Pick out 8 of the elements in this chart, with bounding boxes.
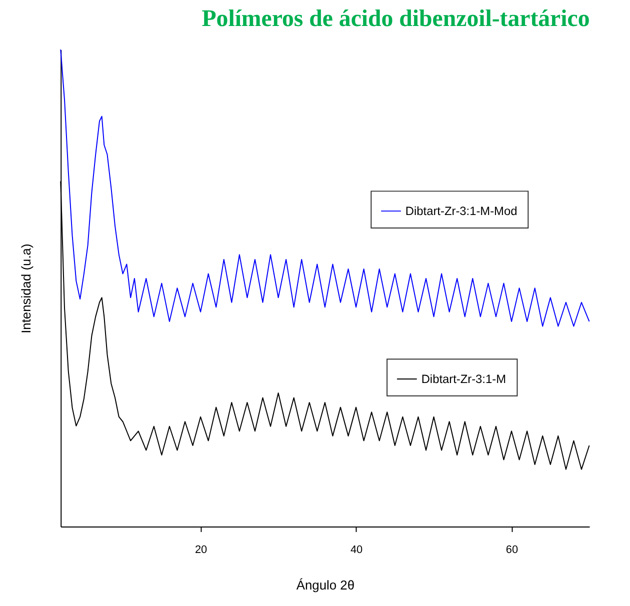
legend-label: Dibtart-Zr-3:1-M-Mod (405, 204, 518, 218)
x-axis-title: Ángulo 2θ (296, 578, 355, 593)
chart-title: Polímeros de ácido dibenzoil-tartárico (202, 6, 590, 32)
x-tick-label: 20 (194, 544, 208, 556)
y-axis-title: Intensidad (u.a) (18, 244, 34, 334)
legend-label: Dibtart-Zr-3:1-M (421, 372, 506, 386)
x-tick-label: 60 (506, 544, 518, 556)
x-tick-label: 40 (350, 544, 363, 556)
